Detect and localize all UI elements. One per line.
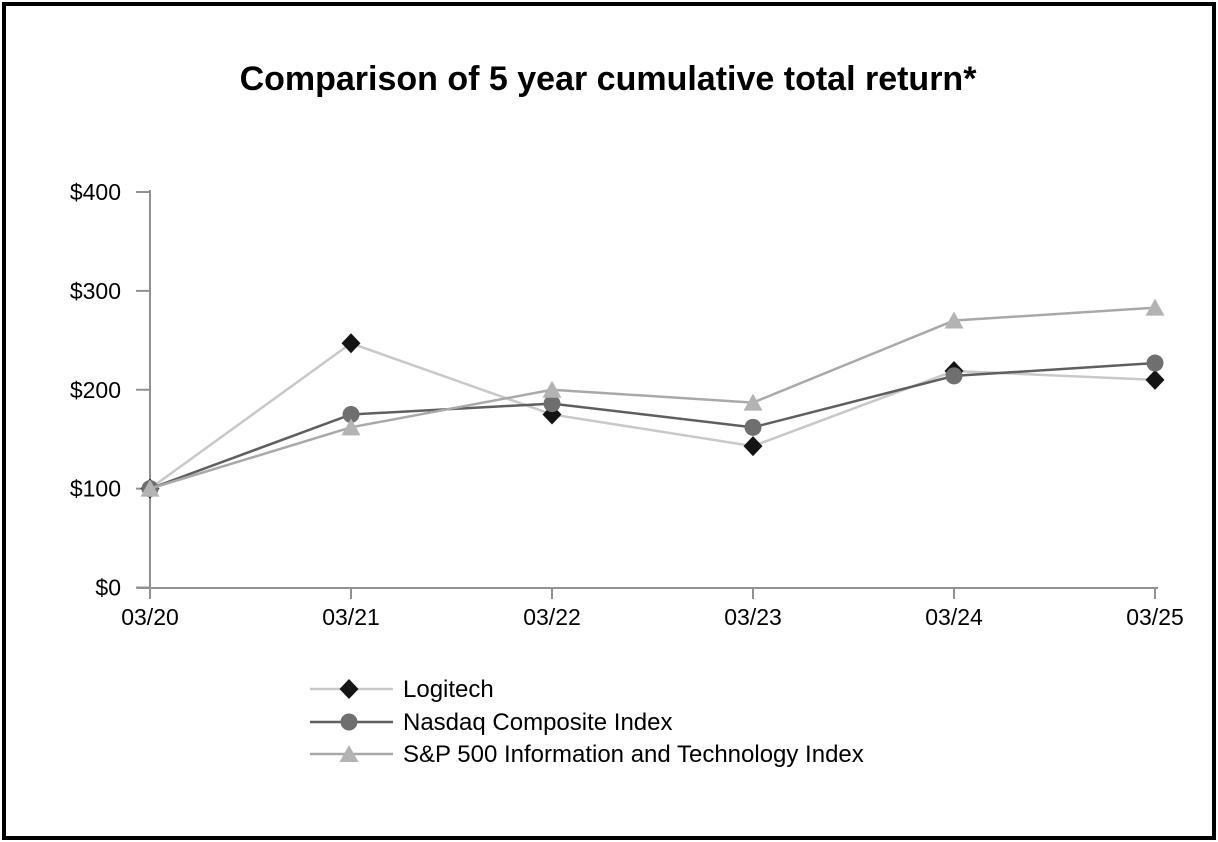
series-line-logitech: [149, 341, 1156, 490]
series-line-sp500-information-technology: [149, 306, 1156, 490]
data-point-nasdaq-composite: [1146, 354, 1164, 372]
y-tick-label: $300: [70, 278, 121, 304]
chart-title: Comparison of 5 year cumulative total re…: [240, 60, 978, 98]
legend-label-nasdaq-composite: Nasdaq Composite Index: [403, 709, 672, 736]
data-point-logitech: [341, 333, 361, 354]
x-tick-label: 03/22: [523, 604, 581, 630]
data-point-sp500-information-technology: [1145, 298, 1165, 316]
data-point-nasdaq-composite: [945, 367, 963, 385]
data-point-sp500-information-technology: [341, 418, 361, 436]
legend-marker-sp500-information-technology: [339, 745, 359, 762]
y-tick-label: $400: [70, 179, 121, 205]
legend-item-sp500-information-technology: S&P 500 Information and Technology Index: [310, 741, 864, 768]
y-tick-label: $200: [70, 377, 121, 403]
x-tick-label: 03/23: [724, 604, 782, 630]
data-point-sp500-information-technology: [743, 393, 763, 411]
x-tick-label: 03/21: [322, 604, 380, 630]
data-point-nasdaq-composite: [744, 418, 762, 436]
series-line-nasdaq-composite: [149, 361, 1156, 490]
x-tick-label: 03/20: [121, 604, 179, 630]
data-point-nasdaq-composite: [342, 405, 360, 423]
series-sp500-information-technology: [140, 298, 1165, 497]
data-point-logitech: [743, 436, 763, 457]
legend-marker-nasdaq-composite: [340, 713, 358, 731]
data-point-sp500-information-technology: [140, 479, 160, 497]
legend-marker-logitech: [339, 679, 359, 699]
data-point-sp500-information-technology: [542, 380, 562, 398]
y-tick-label: $100: [70, 476, 121, 502]
x-tick-label: 03/24: [925, 604, 983, 630]
series-nasdaq-composite: [141, 354, 1164, 498]
y-tick-label: $0: [95, 575, 121, 601]
data-point-sp500-information-technology: [944, 311, 964, 329]
legend-label-logitech: Logitech: [403, 676, 494, 703]
x-tick-label: 03/25: [1126, 604, 1184, 630]
legend-item-nasdaq-composite: Nasdaq Composite Index: [310, 709, 672, 736]
legend-item-logitech: Logitech: [310, 676, 494, 703]
data-point-nasdaq-composite: [543, 395, 561, 413]
legend-label-sp500-information-technology: S&P 500 Information and Technology Index: [403, 741, 864, 768]
data-point-logitech: [1145, 369, 1165, 390]
